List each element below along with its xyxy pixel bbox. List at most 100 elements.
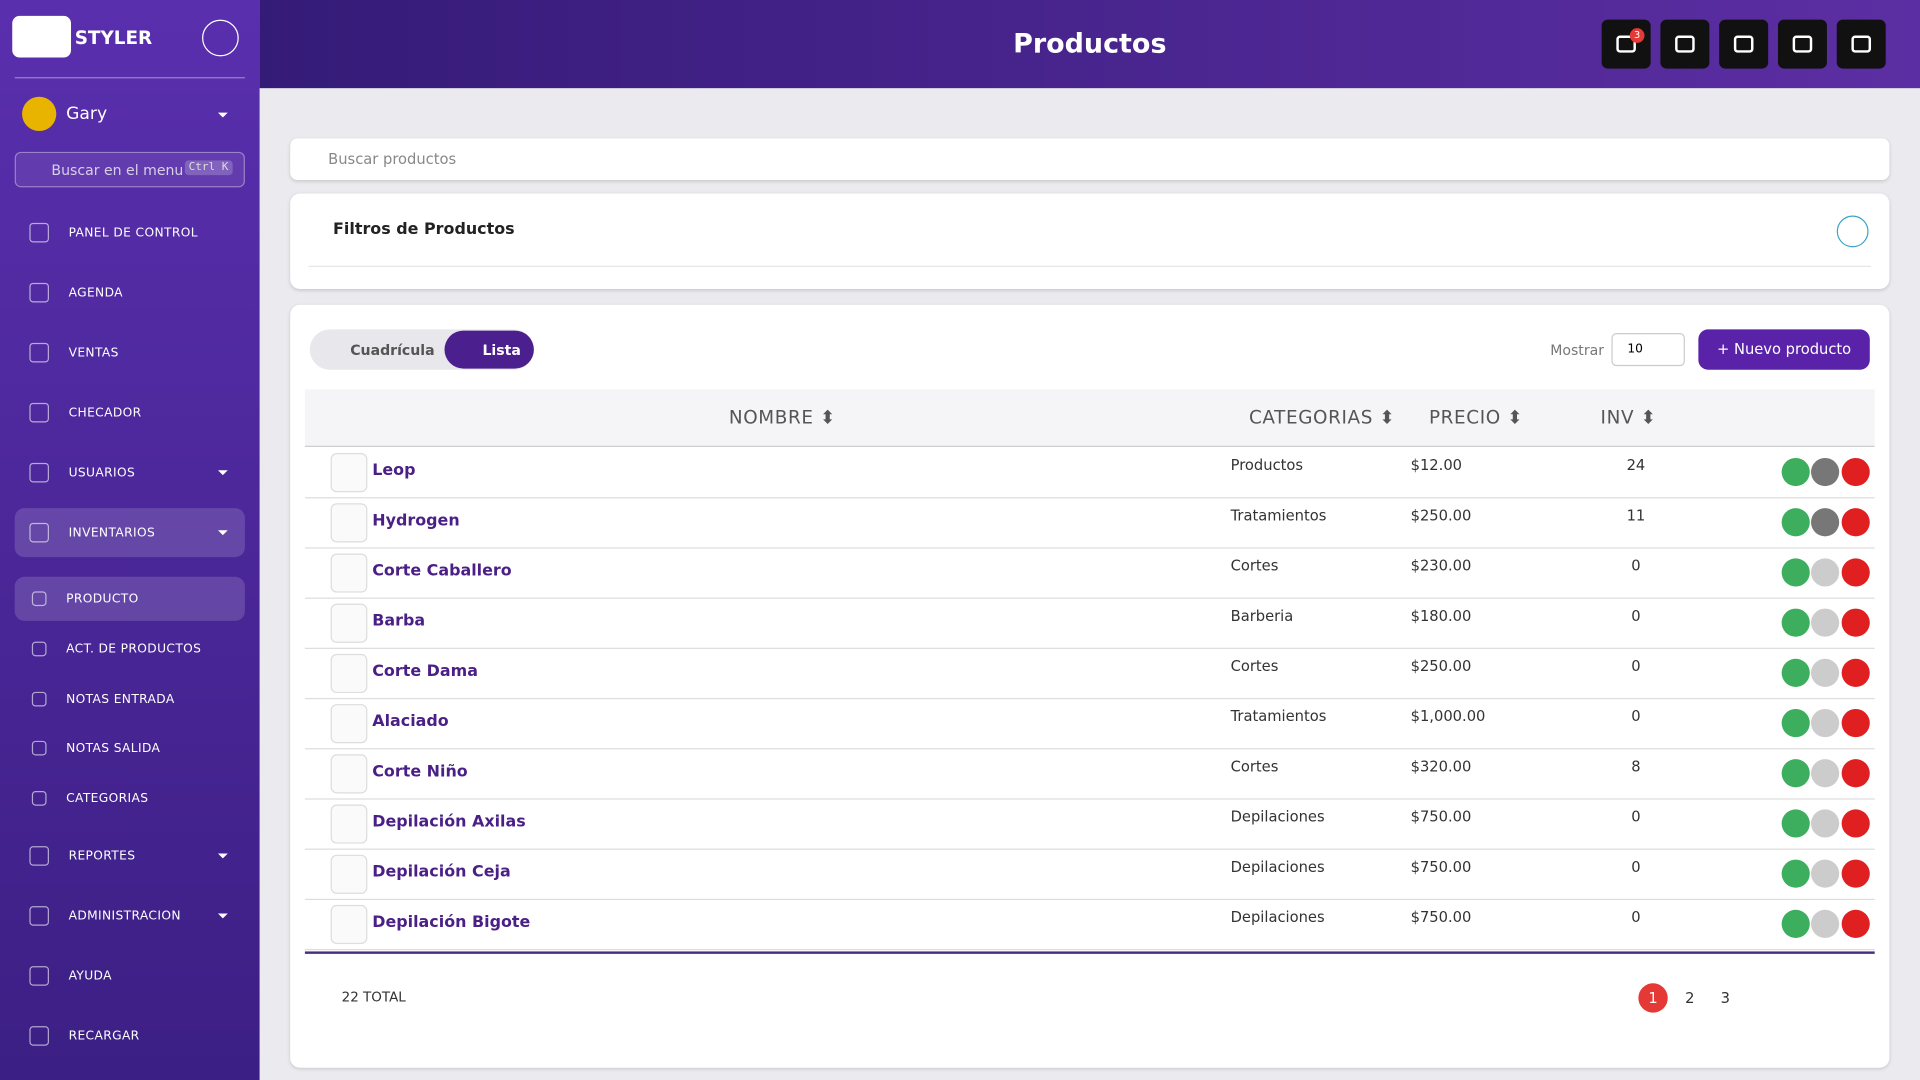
menu-item[interactable]: USUARIOS [15,448,245,497]
menu-icon [29,966,49,986]
menu-item[interactable]: ACT. DE PRODUCTOS [15,627,245,671]
header-button[interactable]: 3 [1601,19,1651,69]
edit-button[interactable] [1781,909,1810,938]
delete-button[interactable] [1841,508,1870,537]
product-search[interactable]: Buscar productos [290,138,1890,181]
table-row: Hydrogen Tratamientos $250.00 11 [304,497,1875,549]
edit-button[interactable] [1781,558,1810,587]
avatar [22,96,57,132]
column-header[interactable]: NOMBRE ⬍ [728,406,837,429]
delete-button[interactable] [1841,457,1870,487]
page-button[interactable]: 3 [1720,989,1730,1007]
archive-button[interactable] [1811,859,1840,888]
header-button[interactable] [1836,19,1886,69]
product-name[interactable]: Depilación Axilas [372,813,526,832]
column-header[interactable]: CATEGORIAS ⬍ [1248,406,1396,429]
menu-item[interactable]: VENTAS [15,328,245,377]
product-name[interactable]: Corte Dama [372,662,478,681]
first-page[interactable] [1543,983,1572,1012]
header-button[interactable] [1777,19,1827,69]
menu-icon [31,691,47,707]
category: Cortes [1230,557,1279,575]
delete-button[interactable] [1841,759,1870,788]
new-product-button[interactable]: + Nuevo producto [1698,329,1870,370]
edit-button[interactable] [1781,708,1810,738]
delete-button[interactable] [1841,708,1870,738]
menu-item[interactable]: INVENTARIOS [14,508,245,558]
list-view[interactable]: Lista [444,330,534,369]
menu-label: AGENDA [68,285,123,300]
product-image [330,453,368,493]
menu-item[interactable]: RECARGAR [15,1011,245,1060]
delete-button[interactable] [1841,658,1870,687]
page-button[interactable]: 1 [1638,983,1668,1013]
delete-button[interactable] [1841,809,1870,838]
column-header[interactable]: PRECIO ⬍ [1428,406,1524,429]
archive-button[interactable] [1811,658,1840,687]
menu-item[interactable]: REPORTES [15,831,245,880]
menu-item[interactable]: ADMINISTRACION [15,891,245,940]
archive-button[interactable] [1811,508,1840,537]
product-name[interactable]: Alaciado [372,712,449,732]
menu-item[interactable]: AYUDA [15,951,245,1000]
menu-label: AYUDA [68,969,112,983]
view-toggle: Cuadrícula Lista [309,329,534,370]
edit-button[interactable] [1781,809,1810,838]
brand: STYLER [74,26,153,49]
grid-view[interactable]: Cuadrícula [350,341,435,359]
edit-button[interactable] [1781,759,1810,788]
archive-button[interactable] [1811,457,1840,487]
product-name[interactable]: Barba [372,612,426,631]
delete-button[interactable] [1841,909,1870,938]
prev-page[interactable] [1594,983,1623,1012]
edit-button[interactable] [1781,457,1810,487]
page-button[interactable]: 2 [1685,989,1695,1007]
archive-button[interactable] [1811,809,1840,838]
menu-item[interactable]: PANEL DE CONTROL [15,208,245,257]
menu-search[interactable]: Buscar en el menu Ctrl K [14,151,245,188]
menu-icon [29,846,49,866]
product-name[interactable]: Depilación Ceja [372,863,511,882]
menu-icon [29,402,49,423]
delete-button[interactable] [1841,608,1870,637]
shortcut: Ctrl K [184,160,233,176]
filters-toggle[interactable] [1836,215,1869,248]
edit-button[interactable] [1781,658,1810,687]
archive-button[interactable] [1811,608,1840,637]
menu-item[interactable]: CATEGORIAS [15,776,245,820]
menu-item[interactable]: PRODUCTO [14,576,245,621]
caret [217,530,228,540]
page-size-select[interactable]: 10 [1611,333,1685,367]
product-name[interactable]: Corte Caballero [372,562,512,581]
column-header[interactable]: INV ⬍ [1600,406,1657,429]
header-icon [1616,35,1636,53]
product-name[interactable]: Leop [372,461,416,481]
menu-item[interactable]: CHECADOR [15,388,245,437]
product-name[interactable]: Hydrogen [372,511,460,531]
menu-toggle[interactable] [202,19,239,57]
archive-button[interactable] [1811,708,1840,738]
next-page[interactable] [1755,983,1784,1012]
edit-button[interactable] [1781,608,1810,637]
archive-button[interactable] [1811,909,1840,938]
archive-button[interactable] [1811,558,1840,587]
product-name[interactable]: Depilación Bigote [372,913,531,932]
table-row: Corte Caballero Cortes $230.00 0 [304,547,1875,599]
menu-item[interactable]: NOTAS SALIDA [15,726,245,770]
menu-item[interactable]: AGENDA [15,268,245,317]
archive-button[interactable] [1811,759,1840,788]
last-page[interactable] [1806,983,1835,1012]
user-name[interactable]: Gary [66,104,108,124]
edit-button[interactable] [1781,508,1810,537]
menu-label: INVENTARIOS [68,525,156,540]
price: $1,000.00 [1410,707,1486,725]
table-header [304,389,1875,447]
delete-button[interactable] [1841,859,1870,888]
table-row: Alaciado Tratamientos $1,000.00 0 [304,698,1875,750]
menu-item[interactable]: NOTAS ENTRADA [15,677,245,721]
edit-button[interactable] [1781,859,1810,888]
product-name[interactable]: Corte Niño [372,762,468,782]
delete-button[interactable] [1841,558,1870,587]
header-button[interactable] [1660,19,1710,69]
header-button[interactable] [1719,19,1769,69]
